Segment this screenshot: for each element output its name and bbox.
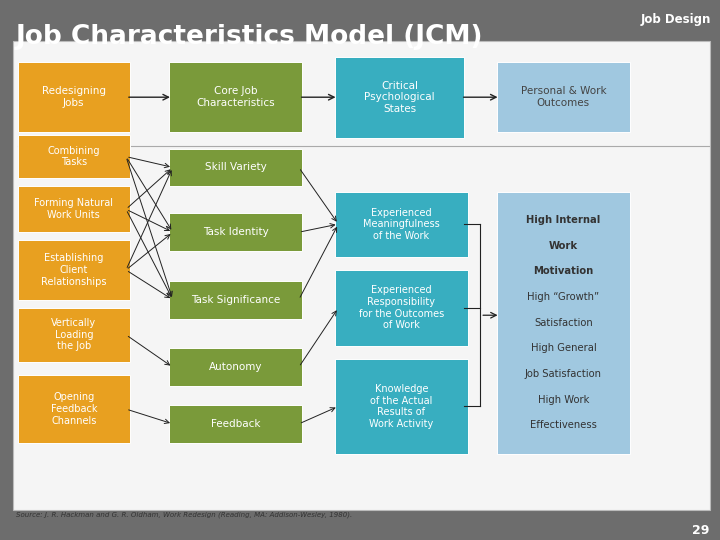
FancyBboxPatch shape bbox=[169, 213, 302, 251]
Text: Effectiveness: Effectiveness bbox=[530, 420, 597, 430]
Text: Vertically
Loading
the Job: Vertically Loading the Job bbox=[51, 318, 96, 352]
FancyBboxPatch shape bbox=[18, 62, 130, 132]
Text: Core Job
Characteristics: Core Job Characteristics bbox=[197, 86, 275, 108]
Text: Opening
Feedback
Channels: Opening Feedback Channels bbox=[50, 393, 97, 426]
Text: High Work: High Work bbox=[538, 395, 589, 404]
Text: Job Satisfaction: Job Satisfaction bbox=[525, 369, 602, 379]
Text: Task Identity: Task Identity bbox=[203, 227, 269, 237]
FancyBboxPatch shape bbox=[169, 148, 302, 186]
FancyBboxPatch shape bbox=[169, 405, 302, 443]
FancyBboxPatch shape bbox=[335, 359, 468, 454]
FancyBboxPatch shape bbox=[18, 308, 130, 362]
FancyBboxPatch shape bbox=[497, 62, 630, 132]
FancyBboxPatch shape bbox=[18, 240, 130, 300]
Text: Feedback: Feedback bbox=[211, 419, 261, 429]
Text: High “Growth”: High “Growth” bbox=[527, 292, 600, 302]
Text: Satisfaction: Satisfaction bbox=[534, 318, 593, 328]
Text: Knowledge
of the Actual
Results of
Work Activity: Knowledge of the Actual Results of Work … bbox=[369, 384, 433, 429]
FancyBboxPatch shape bbox=[335, 192, 468, 256]
Text: Job Design: Job Design bbox=[641, 14, 711, 26]
Text: Job Characteristics Model (JCM): Job Characteristics Model (JCM) bbox=[16, 24, 483, 50]
Text: Combining
Tasks: Combining Tasks bbox=[48, 146, 100, 167]
FancyBboxPatch shape bbox=[169, 281, 302, 319]
Text: Forming Natural
Work Units: Forming Natural Work Units bbox=[35, 198, 113, 220]
Text: Source: J. R. Hackman and G. R. Oldham, Work Redesign (Reading, MA: Addison-Wesl: Source: J. R. Hackman and G. R. Oldham, … bbox=[16, 512, 352, 518]
Text: Skill Variety: Skill Variety bbox=[205, 163, 266, 172]
Text: Experienced
Responsibility
for the Outcomes
of Work: Experienced Responsibility for the Outco… bbox=[359, 286, 444, 330]
FancyBboxPatch shape bbox=[497, 192, 630, 454]
Text: Motivation: Motivation bbox=[534, 266, 593, 276]
FancyBboxPatch shape bbox=[169, 62, 302, 132]
Text: Experienced
Meaningfulness
of the Work: Experienced Meaningfulness of the Work bbox=[363, 207, 440, 241]
Text: Critical
Psychological
States: Critical Psychological States bbox=[364, 80, 435, 114]
FancyBboxPatch shape bbox=[169, 348, 302, 386]
Text: Personal & Work
Outcomes: Personal & Work Outcomes bbox=[521, 86, 606, 108]
Text: Autonomy: Autonomy bbox=[209, 362, 263, 372]
FancyBboxPatch shape bbox=[335, 270, 468, 346]
Text: High Internal: High Internal bbox=[526, 215, 600, 225]
FancyBboxPatch shape bbox=[335, 57, 464, 138]
Text: Redesigning
Jobs: Redesigning Jobs bbox=[42, 86, 106, 108]
Text: Task Significance: Task Significance bbox=[192, 295, 280, 305]
Text: 29: 29 bbox=[692, 524, 709, 537]
Text: Work: Work bbox=[549, 241, 578, 251]
Text: High General: High General bbox=[531, 343, 596, 353]
Text: Establishing
Client
Relationships: Establishing Client Relationships bbox=[41, 253, 107, 287]
FancyBboxPatch shape bbox=[18, 186, 130, 232]
FancyBboxPatch shape bbox=[13, 40, 710, 510]
FancyBboxPatch shape bbox=[18, 375, 130, 443]
FancyBboxPatch shape bbox=[18, 135, 130, 178]
